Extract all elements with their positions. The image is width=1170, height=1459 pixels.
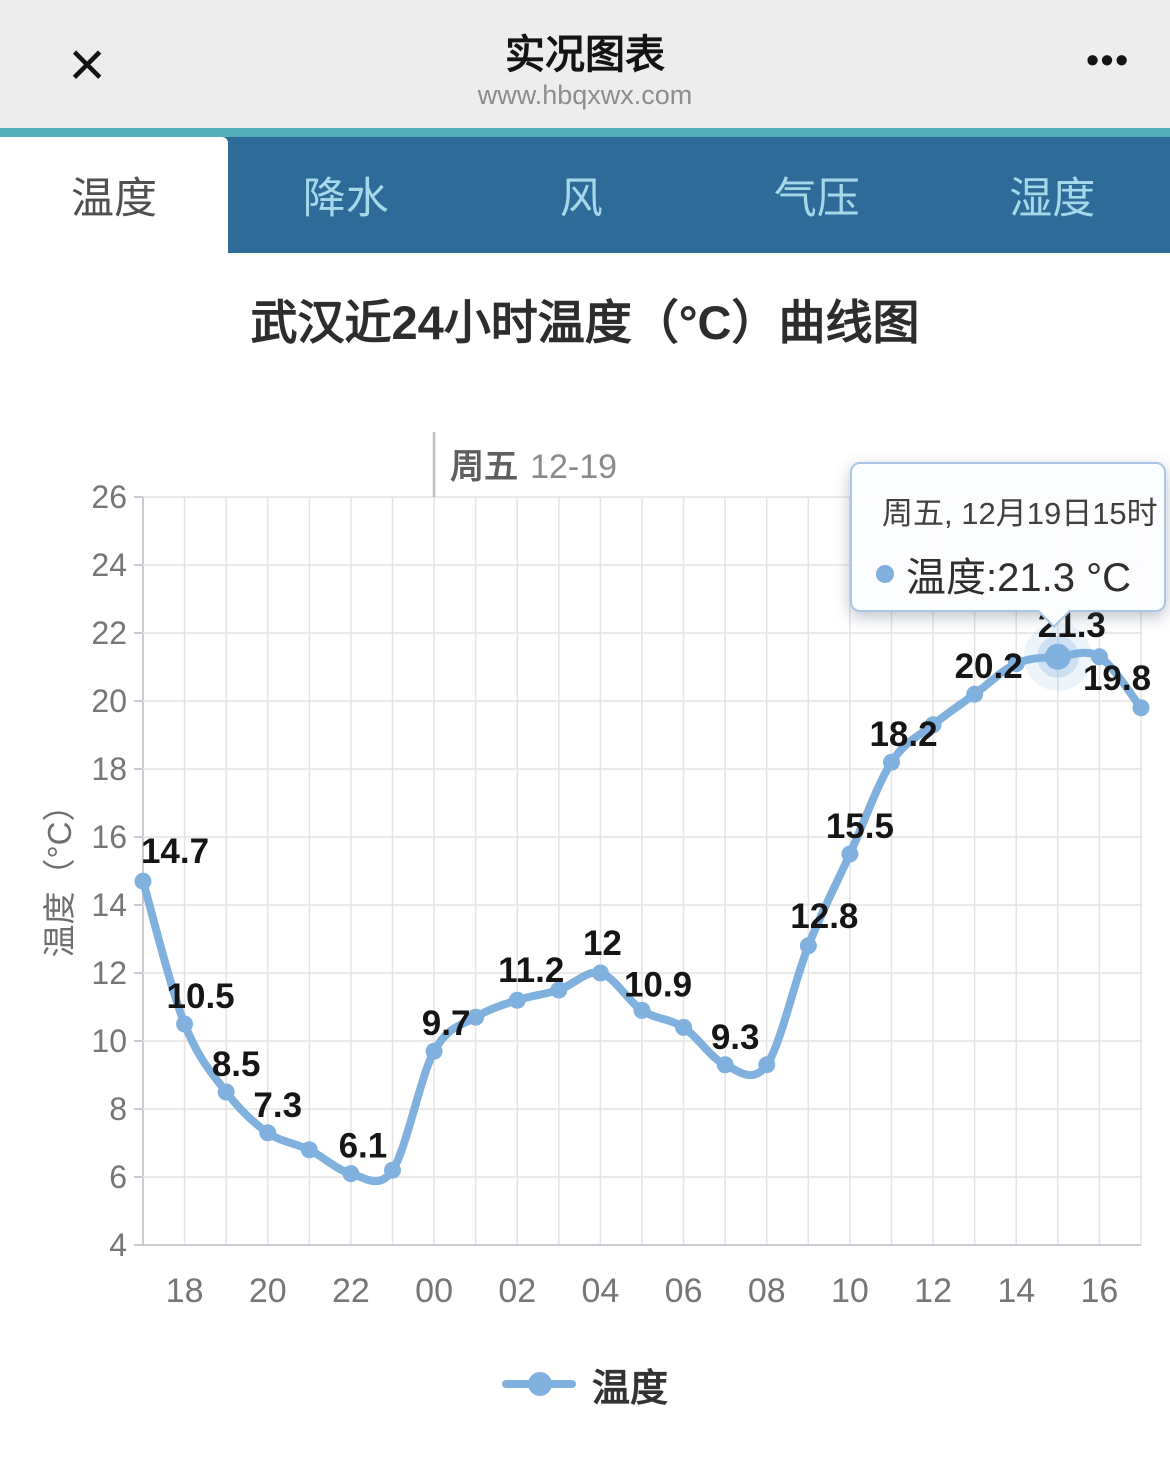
- point-value-label: 12.8: [790, 897, 858, 936]
- legend-item-temperature[interactable]: 温度: [0, 1356, 1170, 1412]
- tooltip-value: 温度:21.3 °C: [906, 556, 1131, 600]
- point-value-label: 10.5: [167, 977, 235, 1016]
- data-point-12h[interactable]: [924, 716, 942, 734]
- day-marker-date: 12-19: [530, 448, 617, 486]
- page-url: www.hbqxwx.com: [477, 80, 693, 110]
- data-point-14h[interactable]: [1007, 655, 1025, 673]
- data-point-03h[interactable]: [550, 981, 568, 999]
- accent-strip: [0, 128, 1170, 137]
- data-point-10h[interactable]: [841, 845, 859, 863]
- series-marker-dot: [876, 565, 894, 583]
- point-value-label: 10.9: [624, 965, 692, 1004]
- data-point-17h[interactable]: [1132, 699, 1150, 717]
- y-tick-label: 4: [109, 1227, 127, 1263]
- data-point-17h[interactable]: [134, 872, 152, 890]
- data-point-18h[interactable]: [176, 1015, 194, 1033]
- legend-label: 温度: [591, 1367, 668, 1410]
- x-tick-label: 08: [748, 1272, 786, 1310]
- data-point-13h[interactable]: [966, 685, 984, 703]
- point-value-label: 19.8: [1083, 659, 1151, 698]
- chart-title: 武汉近24小时温度（°C）曲线图: [250, 296, 920, 349]
- y-tick-label: 24: [91, 547, 127, 583]
- point-value-label: 7.3: [253, 1086, 302, 1125]
- tab-precipitation[interactable]: 降水: [302, 175, 389, 223]
- y-tick-label: 10: [91, 1023, 127, 1059]
- legend-line-marker-icon: [501, 1372, 576, 1396]
- point-value-label: 11.2: [498, 951, 564, 990]
- tooltip: 周五, 12月19日15时 温度:21.3 °C: [850, 462, 1166, 628]
- data-point-08h[interactable]: [758, 1056, 776, 1074]
- chart-canvas[interactable]: 26 24 22 20 18 16 14 12 10 8 6 4 18 20 22 00 02 04 06 08 10 1…: [0, 420, 1170, 1420]
- data-point-05h[interactable]: [633, 1001, 651, 1019]
- point-value-label: 15.5: [826, 807, 894, 846]
- data-point-22h[interactable]: [342, 1165, 360, 1183]
- x-tick-label: 22: [332, 1272, 370, 1310]
- data-point-01h[interactable]: [467, 1008, 485, 1026]
- y-tick-label: 18: [91, 751, 127, 787]
- point-value-label: 18.2: [869, 715, 937, 754]
- data-point-20h[interactable]: [259, 1124, 277, 1142]
- close-icon[interactable]: ×: [52, 24, 122, 104]
- point-value-label: 12: [583, 924, 622, 963]
- x-tick-label: 02: [498, 1272, 536, 1310]
- data-point-15h[interactable]: [1044, 643, 1071, 670]
- more-menu-icon[interactable]: •••: [1086, 30, 1130, 90]
- tab-humidity[interactable]: 湿度: [1009, 175, 1096, 223]
- data-point-04h[interactable]: [591, 964, 609, 982]
- data-point-23h[interactable]: [384, 1161, 401, 1179]
- x-tick-label: 20: [249, 1272, 287, 1310]
- x-tick-label: 00: [415, 1272, 453, 1310]
- y-tick-label: 12: [91, 955, 127, 991]
- y-tick-label: 14: [91, 887, 127, 923]
- header: × 实况图表 www.hbqxwx.com •••: [0, 0, 1170, 128]
- tooltip-time: 周五, 12月19日15时: [882, 496, 1158, 531]
- y-axis-title: 温度（°C）: [41, 788, 78, 958]
- data-point-19h[interactable]: [217, 1083, 235, 1101]
- y-tick-label: 6: [109, 1159, 127, 1195]
- y-tick-label: 26: [91, 479, 127, 515]
- point-value-label: 9.7: [422, 1004, 471, 1043]
- x-tick-label: 14: [997, 1272, 1035, 1310]
- data-point-06h[interactable]: [675, 1018, 693, 1036]
- point-value-label: 8.5: [212, 1045, 261, 1084]
- point-value-label: 9.3: [711, 1018, 760, 1057]
- data-point-11h[interactable]: [883, 753, 900, 771]
- point-value-label: 20.2: [955, 647, 1023, 686]
- point-value-label: 14.7: [141, 832, 209, 871]
- point-value-label: 6.1: [339, 1127, 388, 1166]
- x-tick-label: 06: [665, 1272, 703, 1310]
- x-tick-label: 16: [1081, 1272, 1119, 1310]
- tooltip-row: 温度:21.3 °C: [876, 545, 1164, 603]
- x-tick-label: 10: [831, 1272, 869, 1310]
- data-point-09h[interactable]: [799, 937, 817, 955]
- y-tick-label: 20: [91, 683, 127, 719]
- tab-pressure[interactable]: 气压: [773, 175, 860, 223]
- page-title: 实况图表: [505, 33, 665, 77]
- y-tick-label: 16: [91, 819, 127, 855]
- x-tick-label: 18: [166, 1272, 204, 1310]
- tab-wind[interactable]: 风: [559, 175, 603, 223]
- data-point-07h[interactable]: [716, 1056, 734, 1074]
- data-point-00h[interactable]: [425, 1042, 443, 1060]
- tab-bar: 温度 降水 风 气压 湿度: [0, 137, 1170, 253]
- day-marker-weekday: 周五: [450, 448, 518, 486]
- y-tick-label: 8: [109, 1091, 127, 1127]
- x-tick-label: 04: [582, 1272, 620, 1310]
- data-point-21h[interactable]: [300, 1141, 318, 1159]
- tab-temperature[interactable]: 温度: [0, 137, 228, 253]
- x-tick-label: 12: [914, 1272, 952, 1310]
- data-point-16h[interactable]: [1090, 648, 1108, 666]
- data-point-02h[interactable]: [508, 991, 526, 1009]
- y-tick-label: 22: [91, 615, 127, 651]
